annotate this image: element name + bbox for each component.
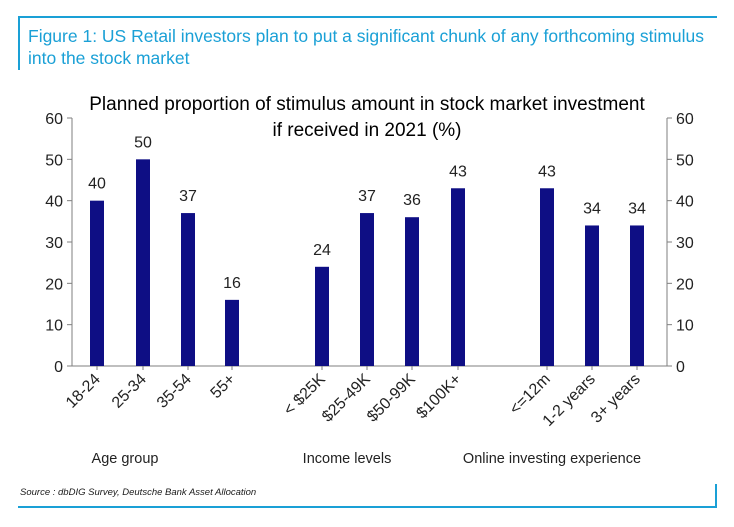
- bar: [585, 225, 599, 366]
- source-rule-tick: [715, 484, 717, 506]
- right-tick-label: 60: [676, 111, 694, 128]
- bar-value-label: 34: [628, 200, 646, 217]
- right-tick-label: 10: [676, 318, 694, 335]
- group-label: Online investing experience: [463, 451, 641, 467]
- source-note: Source : dbDIG Survey, Deutsche Bank Ass…: [20, 487, 257, 498]
- x-category-label: $25-49K: [319, 371, 374, 426]
- x-category-label: 18-24: [63, 371, 104, 412]
- chart-title-line-1: Planned proportion of stimulus amount in…: [89, 94, 645, 115]
- x-category-label: 25-34: [109, 371, 150, 412]
- x-tick-labels: 18-24 25-34 35-54 55+ < $25K$25-49K$50-99K$1…: [63, 366, 644, 430]
- bar: [315, 266, 329, 366]
- bar-value-label: 40: [88, 176, 106, 193]
- figure-caption: Figure 1: US Retail investors plan to pu…: [28, 26, 705, 68]
- data-labels: 40 50 37 16 24 37 36 43 43 34 34: [88, 134, 646, 292]
- bar-value-label: 36: [403, 192, 421, 209]
- bar-value-label: 43: [449, 163, 467, 180]
- right-tick-label: 0: [676, 359, 685, 376]
- bar: [90, 200, 104, 366]
- bar: [181, 213, 195, 366]
- right-tick-label: 30: [676, 235, 694, 252]
- bar-value-label: 37: [358, 188, 376, 205]
- left-tick-label: 20: [45, 276, 63, 293]
- left-tick-label: 50: [45, 152, 63, 169]
- bar: [360, 213, 374, 366]
- bar: [451, 188, 465, 366]
- group-label: Income levels: [303, 451, 392, 467]
- bar: [136, 159, 150, 366]
- bar-value-label: 37: [179, 188, 197, 205]
- left-tick-label: 60: [45, 111, 63, 128]
- bar: [540, 188, 554, 366]
- bar-value-label: 50: [134, 134, 152, 151]
- bar-value-label: 34: [583, 200, 601, 217]
- left-tick-label: 30: [45, 235, 63, 252]
- bar: [225, 299, 239, 366]
- x-category-label: $50-99K: [364, 371, 419, 426]
- right-y-axis: 0 10 20 30 40 50 60: [666, 111, 694, 376]
- group-label: Age group: [92, 451, 159, 467]
- bar-series: [90, 159, 644, 366]
- bar-value-label: 24: [313, 242, 331, 259]
- right-tick-label: 40: [676, 194, 694, 211]
- x-category-label: 55+: [208, 371, 239, 402]
- right-tick-label: 50: [676, 152, 694, 169]
- right-tick-label: 20: [676, 276, 694, 293]
- source-rule: [18, 506, 717, 508]
- left-tick-label: 0: [54, 359, 63, 376]
- figure-frame: [18, 16, 717, 70]
- x-category-label: $100K+: [413, 371, 464, 422]
- bar: [630, 225, 644, 366]
- bar-value-label: 16: [223, 275, 241, 292]
- bar: [405, 217, 419, 366]
- chart-title: Planned proportion of stimulus amount in…: [89, 94, 645, 141]
- left-tick-label: 10: [45, 318, 63, 335]
- group-labels: Age group Income levels Online investing e…: [92, 451, 642, 467]
- left-tick-label: 40: [45, 194, 63, 211]
- x-category-label: 3+ years: [588, 371, 644, 427]
- chart-title-line-2: if received in 2021 (%): [272, 120, 461, 141]
- bar-value-label: 43: [538, 163, 556, 180]
- x-category-label: 35-54: [154, 371, 195, 412]
